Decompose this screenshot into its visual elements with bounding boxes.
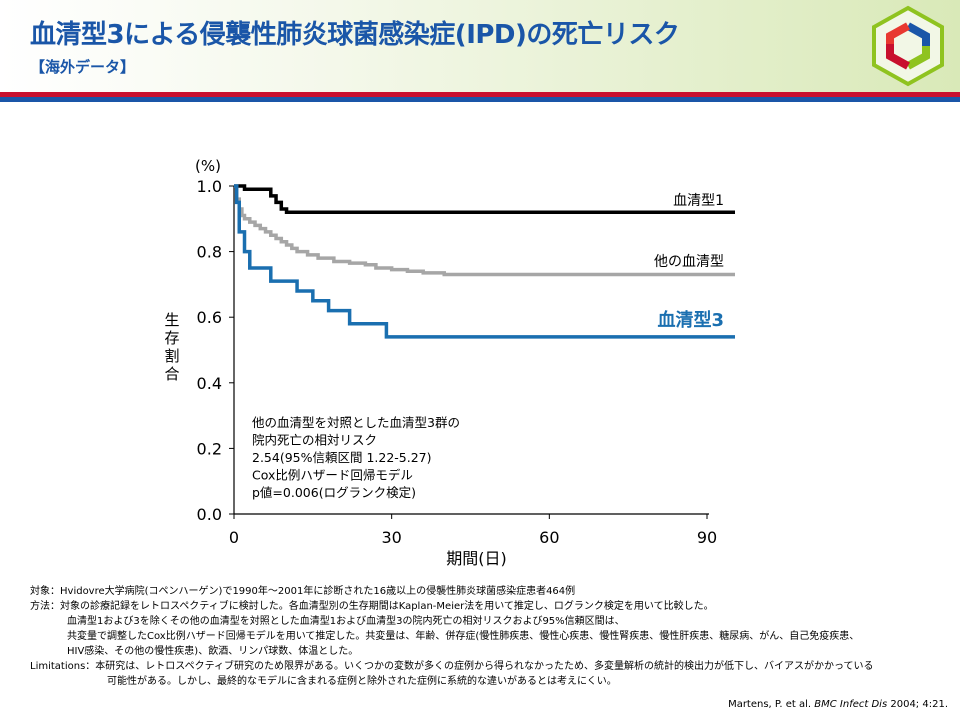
y-tick-label: 0.0: [197, 505, 222, 524]
note-method-text: 共変量で調整したCox比例ハザード回帰モデルを用いて推定した。共変量は、年齢、併…: [67, 631, 860, 642]
chart-annotation-line: Cox比例ハザード回帰モデル: [252, 468, 413, 483]
note-method-label: 方法：: [30, 601, 60, 612]
x-axis-label: 期間(日): [446, 549, 507, 568]
note-limitations-text: 可能性がある。しかし、最終的なモデルに含まれる症例と除外された症例に系統的な違い…: [107, 676, 617, 687]
note-subject-label: 対象：: [30, 586, 60, 597]
hexagon-logo-icon: [872, 5, 944, 87]
note-subject: 対象： Hvidovre大学病院(コペンハーゲン)で1990年～2001年に診断…: [30, 584, 950, 599]
note-method-line: HIV感染、その他の慢性疾患)、飲酒、リンパ球数、体温とした。: [30, 644, 950, 659]
y-tick-label: 1.0: [197, 177, 222, 196]
note-method-text: HIV感染、その他の慢性疾患)、飲酒、リンパ球数、体温とした。: [67, 646, 359, 657]
note-limitations-line: 可能性がある。しかし、最終的なモデルに含まれる症例と除外された症例に系統的な違い…: [30, 674, 950, 689]
chart-series: [234, 184, 735, 339]
citation-journal: BMC Infect Dis: [814, 699, 888, 710]
note-limitations: Limitations： 本研究は、レトロスペクティブ研究のため限界がある。いく…: [30, 659, 950, 674]
y-tick-label: 0.2: [197, 439, 222, 458]
page-title: 血清型3による侵襲性肺炎球菌感染症(IPD)の死亡リスク: [30, 20, 680, 50]
header-divider-blue: [0, 97, 960, 102]
y-tick-label: 0.6: [197, 308, 222, 327]
header-divider-red: [0, 92, 960, 97]
y-axis-label: 生存割合: [164, 311, 179, 383]
header-band: 血清型3による侵襲性肺炎球菌感染症(IPD)の死亡リスク 【海外データ】: [0, 0, 960, 92]
y-tick-label: 0.8: [197, 243, 222, 262]
chart-annotation-line: p値=0.006(ログランク検定): [252, 485, 416, 500]
series-label: 血清型1: [673, 193, 724, 209]
series-line: [234, 184, 735, 214]
x-tick-label: 90: [697, 528, 717, 547]
note-limitations-label: Limitations：: [30, 661, 96, 672]
citation-year-pages: 2004; 4:21.: [890, 699, 948, 710]
x-tick-label: 0: [229, 528, 239, 547]
x-tick-label: 60: [539, 528, 559, 547]
citation-authors: Martens, P. et al.: [728, 699, 812, 710]
study-notes: 対象： Hvidovre大学病院(コペンハーゲン)で1990年～2001年に診断…: [30, 584, 950, 689]
note-method-line: 血清型1および3を除くその他の血清型を対照とした血清型1および血清型3の院内死亡…: [30, 614, 950, 629]
y-tick-label: 0.4: [197, 374, 222, 393]
note-limitations-text: 本研究は、レトロスペクティブ研究のため限界がある。いくつかの変数が多くの症例から…: [95, 661, 874, 672]
y-unit-label: (%): [195, 157, 221, 175]
note-method-text: 血清型1および3を除くその他の血清型を対照とした血清型1および血清型3の院内死亡…: [67, 616, 625, 627]
series-line: [234, 184, 735, 339]
series-label: 血清型3: [657, 309, 724, 331]
note-method-text: 対象の診療記録をレトロスペクティブに検討した。各血清型別の生存期間はKaplan…: [60, 601, 714, 612]
x-tick-label: 30: [381, 528, 401, 547]
series-line: [234, 184, 735, 277]
note-subject-text: Hvidovre大学病院(コペンハーゲン)で1990年～2001年に診断された1…: [60, 586, 576, 597]
chart-annotation-line: 他の血清型を対照とした血清型3群の: [252, 415, 460, 430]
note-method: 方法： 対象の診療記録をレトロスペクティブに検討した。各血清型別の生存期間はKa…: [30, 599, 950, 614]
note-method-line: 共変量で調整したCox比例ハザード回帰モデルを用いて推定した。共変量は、年齢、併…: [30, 629, 950, 644]
chart-annotation-line: 2.54(95%信頼区間 1.22-5.27): [252, 450, 432, 465]
series-label: 他の血清型: [654, 254, 724, 270]
chart-annotation-line: 院内死亡の相対リスク: [252, 433, 377, 448]
page-subtitle: 【海外データ】: [30, 58, 136, 76]
citation: Martens, P. et al. BMC Infect Dis 2004; …: [728, 699, 948, 710]
